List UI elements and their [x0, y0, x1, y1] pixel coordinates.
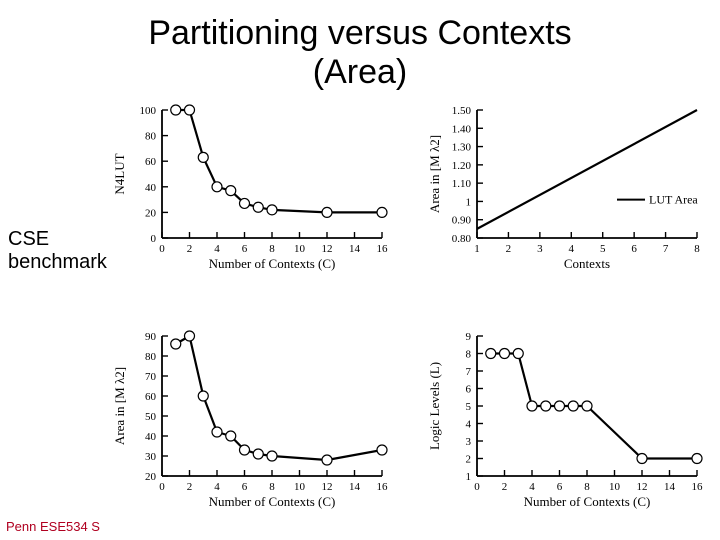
svg-text:10: 10 [294, 481, 306, 493]
svg-text:2: 2 [187, 481, 193, 493]
svg-text:1: 1 [474, 243, 480, 255]
svg-text:9: 9 [466, 331, 472, 343]
svg-text:5: 5 [466, 401, 472, 413]
svg-text:16: 16 [692, 481, 704, 493]
side-label-line2: benchmark [8, 251, 107, 273]
svg-text:3: 3 [466, 436, 472, 448]
chart-top-left: 0 2 4 6 8 10 12 14 16 0 20 40 60 80 100 Number of Conte… [110, 104, 390, 274]
svg-text:12: 12 [322, 481, 333, 493]
svg-text:16: 16 [377, 481, 389, 493]
svg-text:80: 80 [145, 131, 157, 143]
svg-text:4: 4 [214, 243, 220, 255]
svg-text:8: 8 [269, 243, 275, 255]
svg-text:2: 2 [187, 243, 193, 255]
svg-text:4: 4 [569, 243, 575, 255]
svg-text:Logic Levels (L): Logic Levels (L) [427, 362, 442, 450]
svg-text:Contexts: Contexts [564, 256, 610, 271]
side-label-line1: CSE [8, 228, 49, 250]
svg-text:7: 7 [466, 366, 472, 378]
svg-text:16: 16 [377, 243, 389, 255]
svg-text:0: 0 [159, 243, 165, 255]
svg-text:0: 0 [151, 233, 157, 245]
svg-text:60: 60 [145, 156, 157, 168]
svg-text:1.40: 1.40 [452, 123, 472, 135]
chart-bottom-right: 0246810121416123456789Number of Contexts… [425, 330, 705, 512]
svg-text:50: 50 [145, 411, 157, 423]
svg-text:8: 8 [466, 349, 472, 361]
svg-text:20: 20 [145, 207, 157, 219]
svg-text:8: 8 [584, 481, 590, 493]
svg-text:20: 20 [145, 471, 157, 483]
svg-text:90: 90 [145, 331, 157, 343]
svg-text:6: 6 [631, 243, 637, 255]
side-label: CSE benchmark [8, 228, 107, 274]
svg-text:10: 10 [609, 481, 621, 493]
svg-text:30: 30 [145, 451, 157, 463]
svg-text:40: 40 [145, 182, 157, 194]
svg-text:6: 6 [466, 384, 472, 396]
svg-text:100: 100 [140, 105, 157, 117]
svg-text:4: 4 [529, 481, 535, 493]
svg-text:Number of Contexts (C): Number of Contexts (C) [209, 494, 336, 509]
svg-text:8: 8 [269, 481, 275, 493]
svg-text:0.90: 0.90 [452, 215, 472, 227]
chart-bottom-left: 0 2 4 6 8 10 12 14 16 20 30 40 50 60 70 80 90 Number of C… [110, 330, 390, 512]
svg-text:1.10: 1.10 [452, 178, 472, 190]
svg-text:4: 4 [466, 419, 472, 431]
svg-text:80: 80 [145, 351, 157, 363]
svg-text:14: 14 [349, 243, 361, 255]
svg-text:10: 10 [294, 243, 306, 255]
svg-text:Number of Contexts (C): Number of Contexts (C) [209, 256, 336, 271]
svg-text:N4LUT: N4LUT [112, 153, 127, 194]
svg-text:6: 6 [242, 243, 248, 255]
svg-text:1.20: 1.20 [452, 160, 472, 172]
page-title: Partitioning versus Contexts (Area) [0, 14, 720, 92]
title-line1: Partitioning versus Contexts [148, 14, 571, 52]
title-line2: (Area) [313, 53, 407, 91]
svg-text:5: 5 [600, 243, 606, 255]
svg-text:Area in [M λ2]: Area in [M λ2] [112, 367, 127, 445]
svg-text:1: 1 [466, 471, 472, 483]
svg-text:0: 0 [474, 481, 480, 493]
svg-text:12: 12 [322, 243, 333, 255]
svg-text:14: 14 [349, 481, 361, 493]
svg-text:14: 14 [664, 481, 676, 493]
svg-text:40: 40 [145, 431, 157, 443]
svg-text:2: 2 [502, 481, 508, 493]
chart-top-right: 1 2 3 4 5 6 7 8 0.80 0.90 1 1.10 1.20 1.30 1.40 1.50 Con… [425, 104, 705, 274]
svg-text:2: 2 [466, 454, 472, 466]
svg-text:1: 1 [466, 196, 472, 208]
svg-text:4: 4 [214, 481, 220, 493]
svg-text:1.50: 1.50 [452, 105, 472, 117]
svg-text:Number of Contexts (C): Number of Contexts (C) [524, 494, 651, 509]
svg-text:2: 2 [506, 243, 512, 255]
svg-text:60: 60 [145, 391, 157, 403]
svg-text:12: 12 [637, 481, 648, 493]
svg-text:0.80: 0.80 [452, 233, 472, 245]
svg-text:Area in [M λ2]: Area in [M λ2] [427, 135, 442, 213]
svg-text:70: 70 [145, 371, 157, 383]
svg-text:6: 6 [242, 481, 248, 493]
footer-text: Penn ESE534 S [6, 519, 100, 534]
svg-text:8: 8 [694, 243, 700, 255]
svg-text:1.30: 1.30 [452, 142, 472, 154]
svg-text:7: 7 [663, 243, 669, 255]
svg-text:3: 3 [537, 243, 543, 255]
svg-text:LUT Area: LUT Area [649, 193, 698, 207]
svg-text:6: 6 [557, 481, 563, 493]
svg-text:0: 0 [159, 481, 165, 493]
